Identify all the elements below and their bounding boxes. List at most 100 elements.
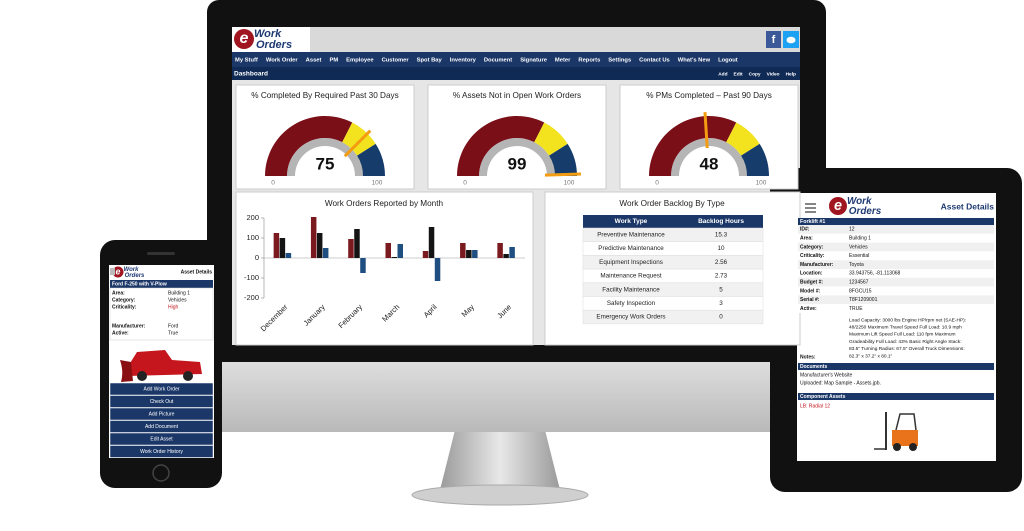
phone-field-label: Active: — [112, 330, 129, 336]
tablet-field-value: T8F1209001 — [849, 297, 878, 303]
nav-item[interactable]: Contact Us — [639, 58, 670, 64]
gauge-min: 0 — [655, 180, 659, 187]
phone-button[interactable] — [109, 395, 214, 408]
nav-item[interactable]: Document — [484, 58, 512, 64]
gauge-min: 0 — [463, 180, 467, 187]
tablet-field-label: Manufacturer: — [800, 262, 834, 268]
tablet-section-bar — [798, 363, 994, 370]
phone-field-box — [109, 287, 214, 341]
bar — [391, 257, 397, 258]
gauge-band — [342, 122, 376, 156]
gauge-title: % Completed By Required Past 30 Days — [251, 91, 398, 100]
bar — [466, 250, 472, 258]
phone-asset-name: Ford F-250 with V-Plow — [112, 281, 167, 287]
gauge-needle — [343, 129, 372, 158]
nav-item[interactable]: Work Order — [266, 58, 299, 64]
action-link[interactable]: Help — [786, 71, 796, 77]
bar — [348, 239, 354, 258]
phone-field-label: Area: — [112, 290, 125, 296]
action-link[interactable]: Copy — [749, 71, 761, 77]
bar — [273, 233, 280, 258]
gauge-track — [287, 138, 363, 176]
nav-item[interactable]: Customer — [382, 58, 410, 64]
tablet-field-value: Building 1 — [849, 236, 871, 242]
forklift-cage — [895, 413, 917, 431]
nav-item[interactable]: Asset — [306, 58, 322, 64]
phone-field-label: Manufacturer: — [112, 323, 146, 329]
logo-mark — [112, 266, 124, 278]
truck-wheel — [137, 371, 147, 381]
phone-field-value: Vehicles — [168, 297, 187, 303]
phone-button[interactable] — [109, 420, 214, 433]
action-link[interactable]: Edit — [734, 71, 743, 77]
gauge-value: 48 — [700, 154, 719, 173]
tablet-component[interactable]: LB: Radial 12 — [800, 403, 830, 409]
y-tick-label: -100 — [244, 273, 259, 282]
nav-item[interactable]: What's New — [678, 58, 711, 64]
nav-item[interactable]: Logout — [718, 58, 738, 64]
phone-button[interactable] — [109, 382, 214, 396]
phone-button[interactable] — [109, 432, 214, 446]
nav-item[interactable]: Reports — [578, 58, 600, 64]
phone-button[interactable] — [109, 445, 214, 458]
phone-button-label: Edit Asset — [150, 436, 173, 442]
tablet-field-value: 33.943756, -81.113068 — [849, 271, 901, 277]
nav-item[interactable]: PM — [329, 58, 338, 64]
logo-letter: e — [240, 30, 249, 47]
gauge-title: % Assets Not in Open Work Orders — [453, 91, 581, 100]
bar — [279, 238, 286, 258]
gauge-band — [534, 122, 568, 156]
phone-field-value: Building 1 — [168, 290, 190, 296]
table-cell: 15.3 — [715, 232, 728, 239]
logo-letter: e — [834, 198, 842, 214]
nav-bar — [232, 52, 800, 67]
gauge-max: 100 — [372, 180, 383, 187]
tablet-field-label: Area: — [800, 236, 813, 242]
nav-item[interactable]: Meter — [555, 58, 571, 64]
phone-speaker — [147, 252, 175, 255]
logo-line1: Work — [254, 28, 282, 40]
bar — [322, 248, 329, 258]
nav-item[interactable]: Spot Bay — [417, 58, 443, 64]
nav-item[interactable]: Settings — [608, 58, 631, 64]
bar — [310, 217, 317, 258]
phone-button[interactable] — [109, 407, 214, 421]
action-link[interactable]: Video — [767, 71, 780, 77]
bar — [460, 243, 466, 258]
tablet-field-label: Budget #: — [800, 280, 823, 286]
tablet-field-row — [798, 269, 994, 278]
action-link[interactable]: Add — [718, 71, 727, 77]
y-tick-label: 200 — [246, 213, 259, 222]
table-cell: 2.56 — [715, 259, 728, 266]
nav-item[interactable]: My Stuff — [235, 58, 258, 64]
y-tick-label: 0 — [255, 253, 259, 262]
plow-image — [120, 360, 133, 382]
gauge-value: 99 — [508, 154, 527, 173]
tablet-asset-name: Forklift #1 — [800, 219, 825, 225]
bar — [285, 253, 292, 258]
gauge-band — [741, 143, 769, 176]
tablet-field-row — [798, 251, 994, 261]
tablet-field-label: Location: — [800, 271, 823, 277]
bar — [472, 250, 478, 258]
phone-field-value: True — [168, 330, 178, 336]
logo-line1: Work — [847, 196, 872, 207]
tablet-document[interactable]: Manufacturer's Website — [800, 372, 852, 378]
phone-field-label: Category: — [112, 297, 136, 303]
truck-wheel — [183, 371, 193, 381]
bar — [385, 243, 391, 258]
nav-item[interactable]: Signature — [520, 58, 548, 64]
nav-item[interactable]: Inventory — [450, 58, 477, 64]
bar — [434, 258, 441, 281]
logo-line2: Orders — [849, 206, 882, 217]
table-cell: 2.73 — [715, 273, 728, 280]
tablet-field-label: Active: — [800, 306, 817, 312]
facebook-icon[interactable] — [766, 31, 781, 48]
gauge-max: 100 — [756, 180, 767, 187]
tablet-field-row — [798, 233, 994, 243]
y-tick-label: 100 — [246, 233, 259, 242]
twitter-bird — [786, 36, 796, 44]
forklift-wheel — [893, 443, 901, 451]
nav-item[interactable]: Employee — [346, 58, 374, 64]
